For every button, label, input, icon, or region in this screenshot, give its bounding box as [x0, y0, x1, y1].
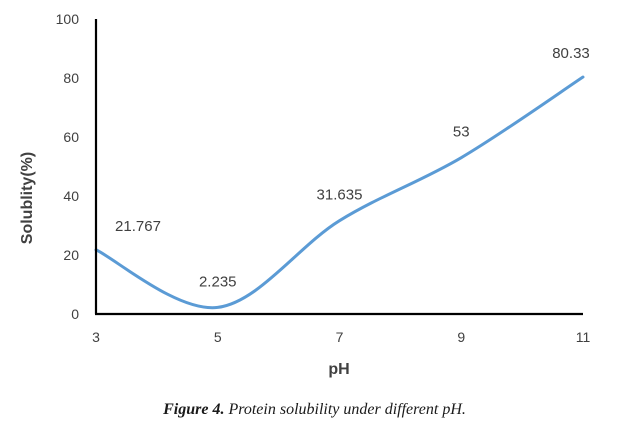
data-label: 80.33 [552, 45, 590, 62]
axes [94, 19, 583, 316]
y-tick-label: 80 [63, 70, 79, 86]
y-tick-label: 100 [56, 11, 80, 27]
x-tick-label: 11 [576, 329, 591, 345]
data-labels-group: 21.767 2.235 31.635 53 80.33 [115, 45, 590, 290]
solubility-line [94, 75, 585, 309]
data-label: 2.235 [199, 273, 237, 290]
y-axis-ticks: 0 20 40 60 80 100 [56, 11, 80, 322]
y-tick-label: 20 [63, 247, 79, 263]
caption-text: Protein solubility under different pH. [228, 401, 466, 418]
y-tick-label: 40 [63, 188, 79, 204]
data-label: 21.767 [115, 218, 161, 235]
caption-label: Figure 4. [163, 401, 225, 418]
x-tick-label: 7 [336, 329, 344, 345]
data-label: 53 [453, 124, 470, 141]
x-tick-label: 3 [92, 329, 100, 345]
series-group [94, 75, 585, 309]
x-axis-ticks: 3 5 7 9 11 [92, 329, 590, 345]
x-axis-title: pH [328, 361, 349, 378]
data-label: 31.635 [317, 187, 363, 204]
x-tick-label: 9 [457, 329, 465, 345]
figure-caption: Figure 4. Protein solubility under diffe… [0, 401, 629, 419]
x-tick-label: 5 [214, 329, 222, 345]
y-tick-label: 0 [71, 306, 79, 322]
y-axis-title: Solublity(%) [19, 152, 36, 244]
y-tick-label: 60 [63, 129, 79, 145]
